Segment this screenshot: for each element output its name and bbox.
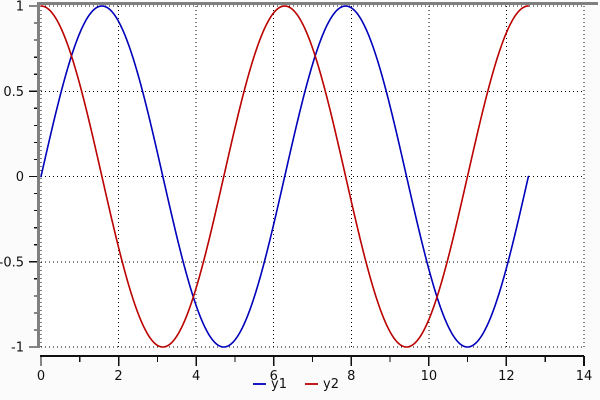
legend-label: y1 xyxy=(271,377,287,392)
y-tick-label: 1 xyxy=(16,0,24,15)
plot-area-background xyxy=(41,6,584,347)
y-tick-label: -1 xyxy=(11,341,24,356)
x-axis-tick-labels: 0 2 4 6 8 10 12 14 xyxy=(37,369,592,384)
x-tick-label: 12 xyxy=(498,369,515,384)
x-tick-label: 8 xyxy=(347,369,355,384)
data-series xyxy=(40,5,530,348)
legend-label: y2 xyxy=(323,377,339,392)
y-tick-label: -0.5 xyxy=(0,255,24,270)
x-tick-label: 4 xyxy=(192,369,200,384)
grid-lines xyxy=(40,5,585,348)
x-tick-label: 2 xyxy=(114,369,122,384)
x-tick-label: 10 xyxy=(421,369,438,384)
y-tick-label: 0 xyxy=(16,170,24,185)
chart-legend: y1 y2 xyxy=(253,377,339,392)
y-tick-label: 0.5 xyxy=(3,85,24,100)
y-axis-tick-labels: -1 -0.5 0 0.5 1 xyxy=(0,0,24,356)
x-tick-label: 0 xyxy=(37,369,45,384)
x-tick-label: 14 xyxy=(576,369,593,384)
x-tick-label: 6 xyxy=(270,369,278,384)
axis-lines xyxy=(37,2,598,366)
